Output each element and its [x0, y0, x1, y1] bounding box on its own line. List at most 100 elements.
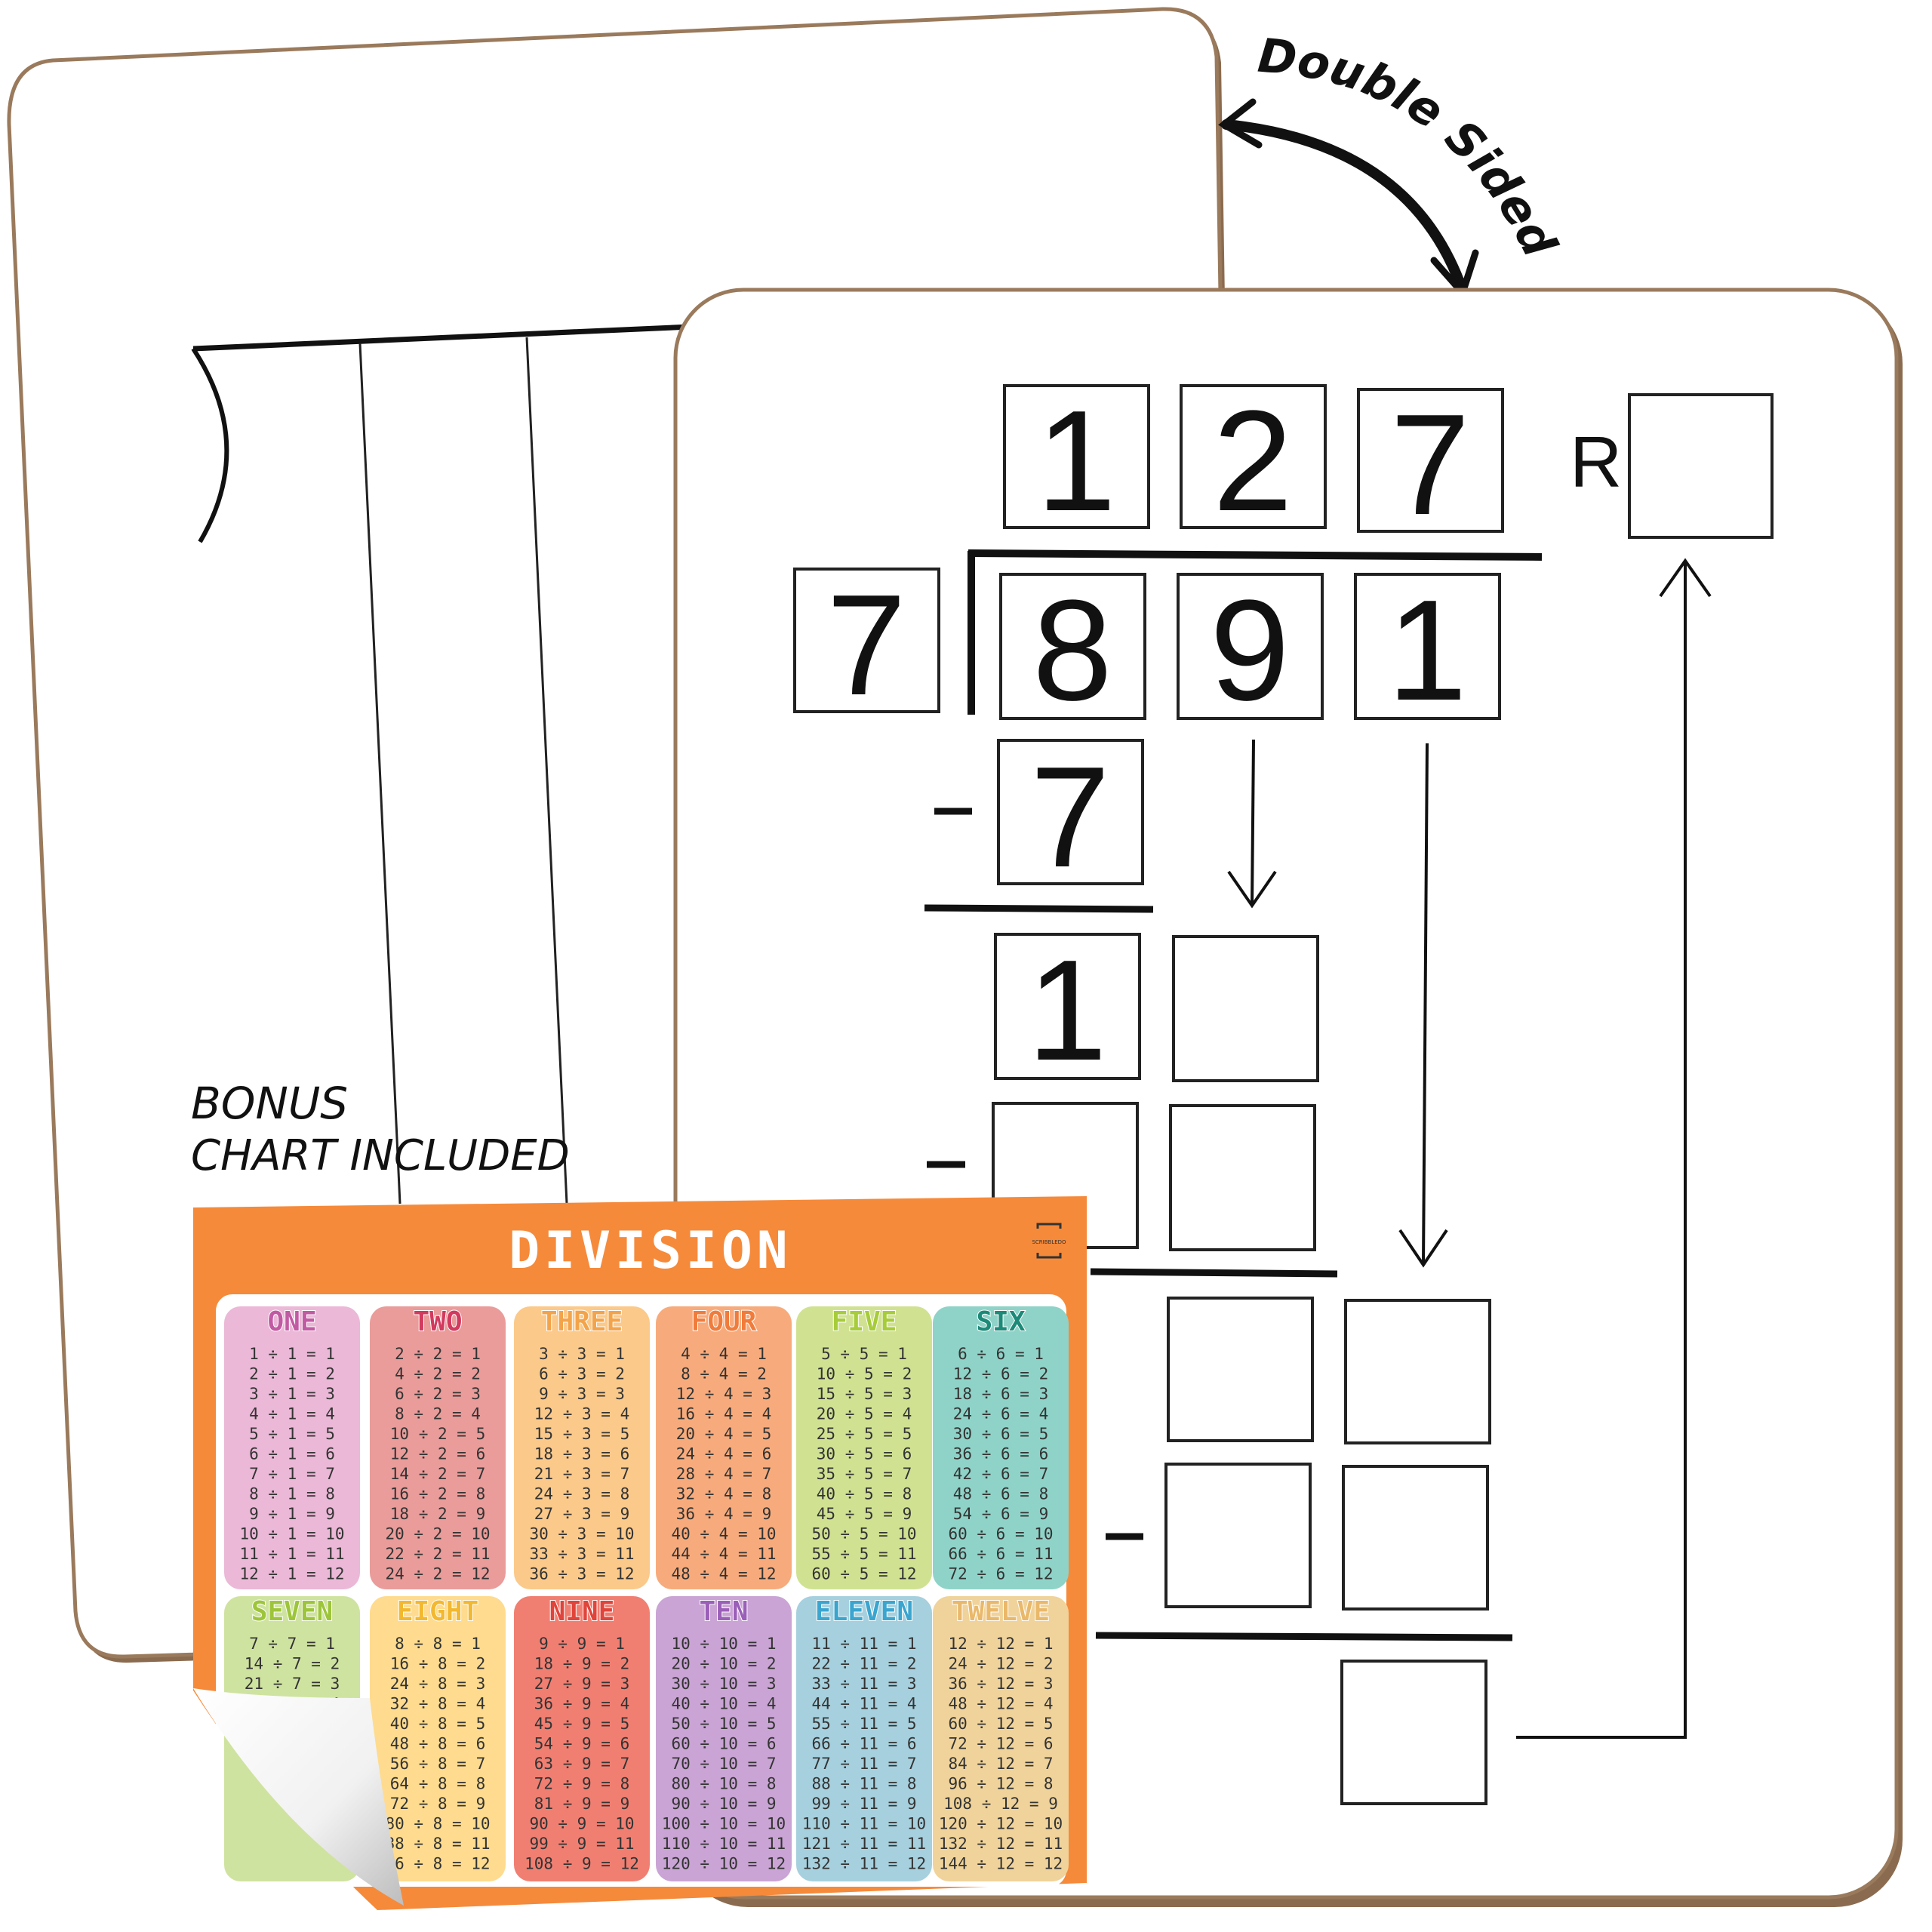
- division-fact: 20 ÷ 10 = 2: [671, 1655, 776, 1673]
- division-fact: 50 ÷ 10 = 5: [671, 1715, 776, 1733]
- division-fact: 20 ÷ 5 = 4: [817, 1405, 912, 1423]
- column-card: [796, 1306, 932, 1589]
- chart-column-nine: NINE 9 ÷ 9 = 1 18 ÷ 9 = 2 27 ÷ 9 = 3 36 ÷ 9 …: [514, 1595, 650, 1881]
- division-fact: 20 ÷ 2 = 10: [385, 1525, 490, 1543]
- division-fact: 21 ÷ 3 = 7: [534, 1465, 629, 1483]
- division-fact: 100 ÷ 10 = 10: [662, 1815, 786, 1833]
- division-fact: 15 ÷ 5 = 3: [817, 1385, 912, 1403]
- curved-arrow-icon: [1221, 119, 1468, 296]
- bring-down-arrow-icon: [1398, 743, 1448, 1268]
- division-fact: 10 ÷ 1 = 10: [239, 1525, 344, 1543]
- division-fact: 44 ÷ 4 = 11: [671, 1545, 776, 1563]
- quotient-box: [1357, 388, 1504, 533]
- chart-column-eleven: ELEVEN 11 ÷ 11 = 1 22 ÷ 11 = 2 33 ÷ 11 = 3 4…: [796, 1595, 932, 1881]
- column-card: [933, 1596, 1069, 1881]
- division-fact: 14 ÷ 7 = 2: [245, 1655, 340, 1673]
- division-fact: 20 ÷ 4 = 5: [676, 1425, 771, 1443]
- dividend-box: [1177, 573, 1324, 720]
- quotient-digit: 2: [1213, 381, 1293, 541]
- division-fact: 3 ÷ 1 = 3: [249, 1385, 335, 1403]
- division-fact: 88 ÷ 8 = 11: [385, 1835, 490, 1853]
- division-fact: 24 ÷ 4 = 6: [676, 1445, 771, 1463]
- division-fact: 84 ÷ 12 = 7: [948, 1755, 1053, 1773]
- division-fact: 8 ÷ 2 = 4: [395, 1405, 481, 1423]
- division-fact: 10 ÷ 5 = 2: [817, 1365, 912, 1383]
- division-fact: 48 ÷ 4 = 12: [671, 1565, 776, 1583]
- division-fact: 35 ÷ 5 = 7: [817, 1465, 912, 1483]
- dividend-digit: 1: [1387, 571, 1467, 731]
- chart-column-five: FIVE 5 ÷ 5 = 1 10 ÷ 5 = 2 15 ÷ 5 = 3 20 ÷ 5 …: [796, 1306, 932, 1589]
- division-fact: 96 ÷ 8 = 12: [385, 1855, 490, 1873]
- division-fact: 1 ÷ 1 = 1: [249, 1345, 335, 1363]
- bonus-label: BONUS: [191, 1078, 348, 1129]
- division-fact: 8 ÷ 1 = 8: [249, 1485, 335, 1503]
- division-fact: 32 ÷ 8 = 4: [390, 1695, 485, 1713]
- division-fact: 6 ÷ 6 = 1: [958, 1345, 1044, 1363]
- division-fact: 33 ÷ 3 = 11: [529, 1545, 634, 1563]
- column-title: FIVE: [832, 1306, 897, 1337]
- chart-included-label: CHART INCLUDED: [191, 1131, 570, 1180]
- division-fact: 12 ÷ 3 = 4: [534, 1405, 629, 1423]
- svg-text:Double Sided: Double Sided: [1256, 28, 1567, 266]
- column-title: FOUR: [691, 1306, 757, 1337]
- division-fact: 7 ÷ 1 = 7: [249, 1465, 335, 1483]
- column-title: THREE: [541, 1306, 623, 1337]
- division-fact: 25 ÷ 5 = 5: [817, 1425, 912, 1443]
- column-card: [796, 1596, 932, 1881]
- division-fact: 12 ÷ 4 = 3: [676, 1385, 771, 1403]
- division-fact: 5 ÷ 1 = 5: [249, 1425, 335, 1443]
- empty-box: [1342, 1465, 1489, 1611]
- division-fact: 2 ÷ 2 = 1: [395, 1345, 481, 1363]
- chart-column-ten: TEN 10 ÷ 10 = 1 20 ÷ 10 = 2 30 ÷ 10 = 3 40 ÷…: [656, 1595, 792, 1881]
- column-card: [656, 1306, 792, 1589]
- chart-title: DIVISION: [509, 1221, 792, 1281]
- division-fact: 72 ÷ 12 = 6: [948, 1735, 1053, 1753]
- division-fact: 48 ÷ 8 = 6: [390, 1735, 485, 1753]
- division-fact: 99 ÷ 11 = 9: [811, 1795, 916, 1813]
- division-fact: 22 ÷ 11 = 2: [811, 1655, 916, 1673]
- dividend-box: [1354, 573, 1501, 720]
- empty-box: [1167, 1297, 1314, 1442]
- division-fact: 80 ÷ 10 = 8: [671, 1775, 776, 1793]
- division-fact: 50 ÷ 5 = 10: [811, 1525, 916, 1543]
- division-fact: 54 ÷ 6 = 9: [953, 1505, 1048, 1523]
- division-fact: 55 ÷ 11 = 5: [811, 1715, 916, 1733]
- double-sided-badge: Double Sided: [1218, 28, 1567, 300]
- division-fact: 63 ÷ 9 = 7: [534, 1755, 629, 1773]
- division-fact: 30 ÷ 10 = 3: [671, 1675, 776, 1693]
- divisor-box: [793, 568, 940, 713]
- division-fact: 72 ÷ 6 = 12: [948, 1565, 1053, 1583]
- division-fact: 72 ÷ 8 = 9: [390, 1795, 485, 1813]
- division-fact: 24 ÷ 8 = 3: [390, 1675, 485, 1693]
- division-fact: 22 ÷ 2 = 11: [385, 1545, 490, 1563]
- column-title: TEN: [699, 1596, 748, 1627]
- division-fact: 6 ÷ 2 = 3: [395, 1385, 481, 1403]
- division-fact: 30 ÷ 3 = 10: [529, 1525, 634, 1543]
- division-fact: 9 ÷ 3 = 3: [539, 1385, 625, 1403]
- remainder-arrow-icon: [1516, 558, 1712, 1739]
- division-fact: 18 ÷ 9 = 2: [534, 1655, 629, 1673]
- division-fact: 44 ÷ 11 = 4: [811, 1695, 916, 1713]
- division-bracket-top: [192, 324, 691, 352]
- division-fact: 27 ÷ 3 = 9: [534, 1505, 629, 1523]
- brand-logo: SCRIBBLEDO: [1032, 1223, 1066, 1259]
- quotient-box: [1180, 384, 1327, 529]
- column-line: [525, 337, 568, 1204]
- column-title: TWELVE: [952, 1596, 1050, 1627]
- division-fact: 72 ÷ 9 = 8: [534, 1775, 629, 1793]
- division-fact: 120 ÷ 12 = 10: [939, 1815, 1063, 1833]
- column-card: [514, 1596, 650, 1881]
- division-fact: 24 ÷ 12 = 2: [948, 1655, 1053, 1673]
- column-card: [514, 1306, 650, 1589]
- column-title: SIX: [976, 1306, 1025, 1337]
- division-fact: 12 ÷ 1 = 12: [239, 1565, 344, 1583]
- division-fact: 24 ÷ 2 = 12: [385, 1565, 490, 1583]
- division-fact: 5 ÷ 5 = 1: [821, 1345, 907, 1363]
- division-fact: 4 ÷ 4 = 1: [681, 1345, 767, 1363]
- remainder-label: R: [1570, 422, 1622, 503]
- division-fact: 9 ÷ 1 = 9: [249, 1505, 335, 1523]
- division-fact: 144 ÷ 12 = 12: [939, 1855, 1063, 1873]
- division-fact: 30 ÷ 6 = 5: [953, 1425, 1048, 1443]
- division-fact: 6 ÷ 3 = 2: [539, 1365, 625, 1383]
- chart-column-eight: EIGHT 8 ÷ 8 = 1 16 ÷ 8 = 2 24 ÷ 8 = 3 32 ÷ 8…: [370, 1595, 506, 1881]
